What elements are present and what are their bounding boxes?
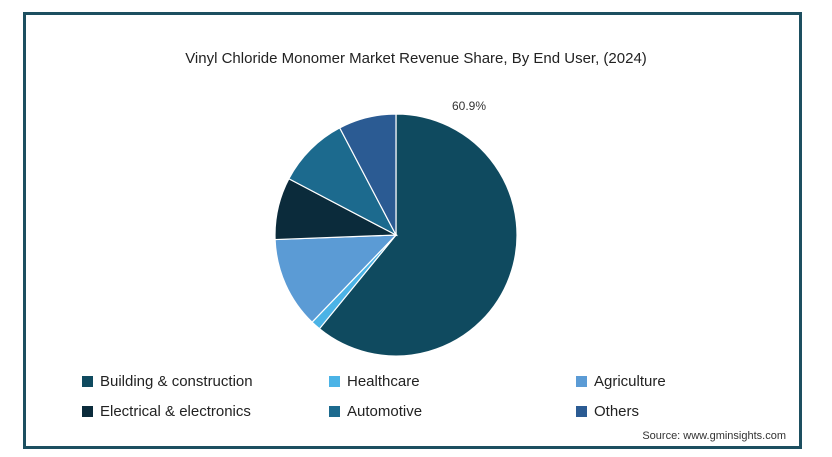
legend-label: Building & construction xyxy=(100,373,253,390)
legend-item-automotive: Automotive xyxy=(329,403,422,420)
legend-label: Healthcare xyxy=(347,373,420,390)
legend-swatch xyxy=(576,376,587,387)
chart-title: Vinyl Chloride Monomer Market Revenue Sh… xyxy=(185,50,647,67)
legend-item-others: Others xyxy=(576,403,639,420)
legend-label: Automotive xyxy=(347,403,423,420)
pie-slice-2 xyxy=(274,234,398,324)
pie-slice-0 xyxy=(318,113,518,357)
legend-item-building: Building & construction xyxy=(82,373,253,390)
legend-label: Electrical & electronics xyxy=(100,403,251,420)
legend-swatch xyxy=(329,406,340,417)
legend-item-healthcare: Healthcare xyxy=(329,373,420,390)
source-note: Source: www.gminsights.com xyxy=(642,430,786,442)
legend-swatch xyxy=(82,406,93,417)
slice-data-label-0: 60.9% xyxy=(452,99,486,113)
legend-label: Agriculture xyxy=(594,373,666,390)
legend-swatch xyxy=(329,376,340,387)
pie-slice-5 xyxy=(338,113,397,236)
legend-swatch xyxy=(82,376,93,387)
legend-swatch xyxy=(576,406,587,417)
legend-item-agriculture: Agriculture xyxy=(576,373,666,390)
legend-item-electrical: Electrical & electronics xyxy=(82,403,251,420)
legend-label: Others xyxy=(594,403,640,420)
